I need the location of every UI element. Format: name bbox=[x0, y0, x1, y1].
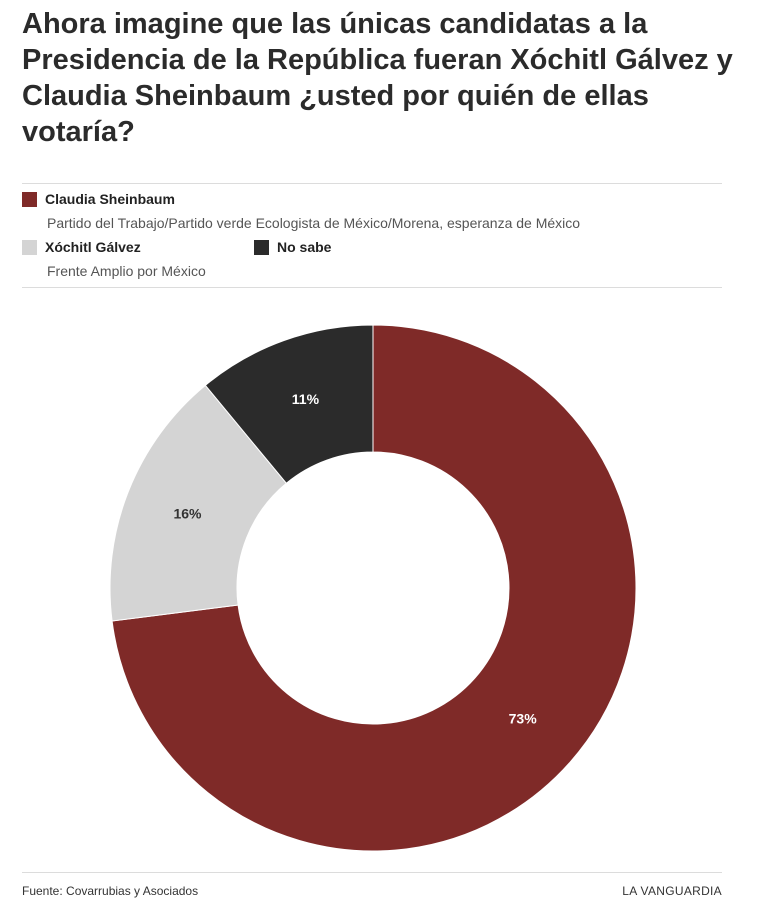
data-label-galvez: 16% bbox=[173, 505, 202, 521]
data-label-sheinbaum: 73% bbox=[509, 711, 538, 727]
donut-slice-no-sabe bbox=[204, 324, 374, 484]
footer-divider bbox=[22, 872, 722, 873]
legend-label-galvez: Xóchitl Gálvez bbox=[45, 239, 141, 255]
donut-chart: 73% 16% 11% bbox=[109, 324, 637, 852]
legend-top-divider bbox=[22, 183, 722, 184]
donut-slice-galvez bbox=[109, 384, 288, 622]
legend-swatch-no-sabe bbox=[254, 239, 269, 255]
brand-label: LA VANGUARDIA bbox=[622, 884, 722, 898]
source-note: Fuente: Covarrubias y Asociados bbox=[22, 884, 199, 898]
donut-slice-sheinbaum bbox=[111, 324, 637, 852]
legend-label-no-sabe: No sabe bbox=[277, 239, 332, 255]
legend-bottom-divider bbox=[22, 287, 722, 288]
legend-label-sheinbaum: Claudia Sheinbaum bbox=[45, 191, 175, 207]
legend-item-no-sabe: No sabe bbox=[254, 239, 331, 255]
legend-item-sheinbaum: Claudia Sheinbaum bbox=[22, 191, 175, 207]
legend-swatch-galvez bbox=[22, 239, 37, 255]
legend-subtitle-sheinbaum: Partido del Trabajo/Partido verde Ecolog… bbox=[47, 215, 581, 231]
legend-item-galvez: Xóchitl Gálvez bbox=[22, 239, 141, 255]
chart-title: Ahora imagine que las únicas candidatas … bbox=[22, 8, 733, 148]
legend-subtitle-galvez: Frente Amplio por México bbox=[47, 263, 206, 279]
data-label-no-sabe: 11% bbox=[292, 391, 320, 407]
legend-swatch-sheinbaum bbox=[22, 191, 37, 207]
